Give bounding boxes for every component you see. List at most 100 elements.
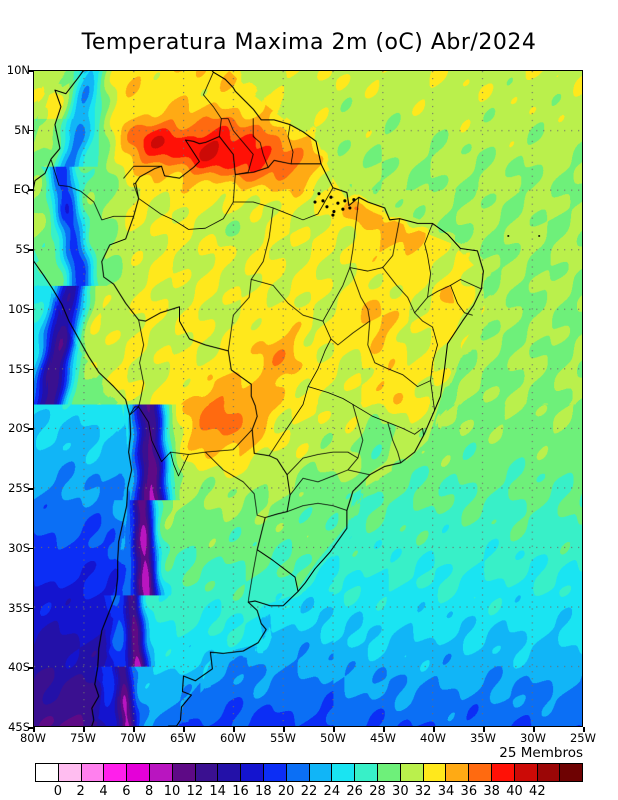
colorbar-tick-label: 18 [255, 784, 272, 799]
colorbar-cell [81, 764, 105, 781]
longitude-tick-label: 45W [369, 731, 396, 745]
latitude-tick-mark [28, 129, 33, 132]
longitude-tick-mark [433, 727, 435, 732]
longitude-tick-label: 50W [319, 731, 346, 745]
map-plot-area [33, 70, 583, 727]
colorbar-cell [241, 764, 264, 781]
temperature-heatmap-canvas [34, 71, 582, 726]
latitude-tick-label: 35S [8, 600, 30, 615]
colorbar-tick-label: 40 [506, 784, 523, 799]
colorbar-cell [355, 764, 378, 781]
colorbar-cell [36, 764, 59, 781]
latitude-tick-label: 40S [8, 660, 30, 675]
colorbar-cell [446, 764, 470, 781]
colorbar-tick-label: 30 [392, 784, 409, 799]
colorbar-tick-label: 34 [437, 784, 455, 799]
longitude-tick-label: 65W [169, 731, 196, 745]
longitude-tick-label: 35W [469, 731, 496, 745]
colorbar-cell [127, 764, 150, 781]
longitude-tick-mark [83, 727, 85, 732]
colorbar-tick-label: 20 [277, 784, 295, 799]
colorbar [35, 763, 583, 782]
longitude-tick-mark [133, 727, 135, 732]
latitude-tick-mark [28, 488, 33, 490]
latitude-tick-mark [28, 607, 33, 610]
colorbar-cell [218, 764, 242, 781]
colorbar-tick-label: 10 [163, 784, 181, 799]
longitude-tick-mark [533, 727, 535, 732]
latitude-tick-label: 5S [15, 242, 30, 257]
colorbar-cell [172, 764, 196, 781]
colorbar-cell [400, 764, 424, 781]
colorbar-tick-label: 36 [460, 784, 478, 799]
colorbar-tick-label: 16 [232, 784, 249, 799]
colorbar-tick-label: 8 [145, 784, 154, 799]
longitude-tick-label: 60W [219, 731, 246, 745]
colorbar-cell [195, 764, 219, 781]
longitude-tick-mark [583, 727, 585, 732]
colorbar-tick-label: 28 [369, 784, 386, 799]
colorbar-cell [537, 764, 561, 781]
colorbar-cell [104, 764, 128, 781]
latitude-tick-label: 10S [8, 301, 30, 316]
latitude-tick-mark [28, 189, 33, 191]
colorbar-cell [286, 764, 310, 781]
colorbar-cell [423, 764, 447, 781]
colorbar-cell [514, 764, 538, 781]
latitude-tick-mark [28, 428, 33, 430]
colorbar-tick-label: 6 [122, 784, 131, 799]
latitude-tick-mark [28, 308, 33, 311]
colorbar-tick-label: 14 [209, 784, 226, 799]
colorbar-tick-label: 0 [53, 784, 62, 799]
longitude-tick-label: 30W [519, 731, 546, 745]
colorbar-tick-label: 22 [300, 784, 318, 799]
colorbar-tick-label: 12 [186, 784, 204, 799]
colorbar-cell [309, 764, 333, 781]
longitude-tick-label: 70W [119, 731, 146, 745]
colorbar-cell [377, 764, 401, 781]
colorbar-cell [469, 764, 492, 781]
longitude-tick-mark [233, 727, 235, 732]
colorbar-cell [491, 764, 515, 781]
longitude-tick-mark [283, 727, 285, 732]
longitude-tick-mark [483, 727, 485, 732]
colorbar-tick-label: 38 [483, 784, 500, 799]
longitude-tick-label: 80W [19, 731, 46, 745]
latitude-tick-label: 5N [14, 122, 30, 137]
longitude-tick-label: 55W [269, 731, 296, 745]
colorbar-tick-label: 32 [414, 784, 432, 799]
colorbar-cell [149, 764, 173, 781]
latitude-tick-label: 10N [6, 63, 30, 77]
longitude-tick-label: 75W [69, 731, 96, 745]
latitude-tick-label: EQ [13, 182, 30, 197]
longitude-tick-mark [33, 727, 35, 732]
colorbar-tick-label: 4 [99, 784, 108, 799]
colorbar-cell [263, 764, 287, 781]
latitude-tick-mark [28, 70, 33, 72]
latitude-tick-mark [28, 368, 33, 371]
colorbar-cell [58, 764, 82, 781]
latitude-tick-mark [28, 727, 33, 729]
colorbar-tick-label: 42 [529, 784, 546, 799]
longitude-tick-label: 25W [569, 731, 596, 745]
latitude-tick-label: 15S [8, 361, 30, 376]
colorbar-cell [332, 764, 356, 781]
members-label: 25 Membros [499, 745, 583, 761]
colorbar-tick-label: 24 [323, 784, 341, 799]
colorbar-cell [560, 764, 583, 781]
colorbar-tick-label: 2 [76, 784, 85, 799]
longitude-tick-mark [183, 727, 185, 732]
latitude-tick-label: 30S [8, 540, 30, 555]
latitude-tick-mark [28, 249, 33, 251]
latitude-tick-label: 20S [8, 421, 30, 436]
longitude-tick-label: 40W [419, 731, 446, 745]
longitude-tick-mark [333, 727, 335, 732]
colorbar-tick-labels: 0 2 4 6 8 10 12 14 16 18 20 22 24 26 28 30 32 34 36 38 40 42 [0, 784, 618, 800]
latitude-tick-label: 45S [8, 720, 30, 734]
longitude-tick-mark [383, 727, 385, 732]
colorbar-tick-label: 26 [346, 784, 363, 799]
latitude-tick-mark [28, 667, 33, 669]
page-title: Temperatura Maxima 2m (oC) Abr/2024 [81, 30, 537, 55]
latitude-tick-mark [28, 547, 33, 550]
latitude-tick-label: 25S [8, 481, 30, 496]
